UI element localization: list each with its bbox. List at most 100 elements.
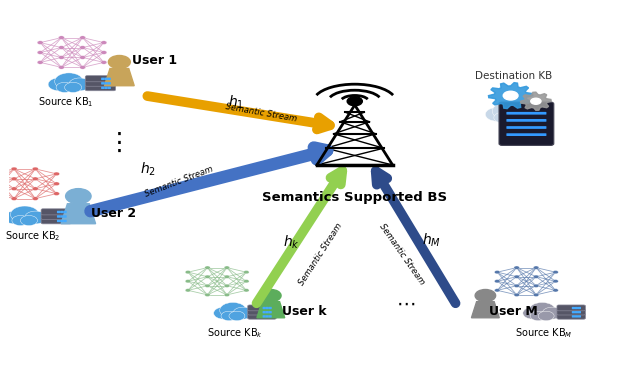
Text: Semantic Stream: Semantic Stream (377, 222, 426, 286)
Circle shape (54, 73, 83, 90)
Circle shape (244, 270, 249, 274)
Circle shape (214, 307, 234, 319)
Circle shape (11, 187, 17, 190)
Circle shape (101, 51, 107, 54)
Polygon shape (61, 204, 95, 224)
Circle shape (205, 284, 210, 287)
Circle shape (79, 36, 86, 39)
Circle shape (220, 302, 246, 318)
Circle shape (79, 46, 86, 50)
Circle shape (37, 61, 44, 64)
Circle shape (260, 290, 281, 302)
Circle shape (224, 293, 230, 297)
FancyBboxPatch shape (575, 315, 578, 318)
Circle shape (492, 102, 523, 120)
FancyBboxPatch shape (248, 309, 276, 315)
Circle shape (514, 284, 520, 287)
FancyBboxPatch shape (506, 112, 547, 115)
Circle shape (508, 108, 531, 121)
Circle shape (523, 307, 543, 319)
FancyBboxPatch shape (262, 307, 266, 309)
Text: Semantic Stream: Semantic Stream (144, 165, 214, 199)
Text: $h_k$: $h_k$ (284, 233, 300, 250)
FancyBboxPatch shape (104, 87, 108, 89)
FancyBboxPatch shape (108, 87, 111, 89)
Circle shape (11, 167, 17, 171)
Circle shape (533, 284, 539, 287)
FancyBboxPatch shape (269, 315, 272, 318)
Text: Source KB$_1$: Source KB$_1$ (38, 96, 93, 109)
Text: ⋯: ⋯ (397, 294, 416, 313)
FancyBboxPatch shape (104, 78, 108, 80)
FancyBboxPatch shape (506, 126, 547, 129)
FancyBboxPatch shape (60, 215, 63, 217)
FancyBboxPatch shape (60, 220, 63, 222)
Circle shape (11, 197, 17, 200)
Polygon shape (257, 302, 285, 318)
FancyBboxPatch shape (63, 215, 67, 217)
FancyBboxPatch shape (248, 314, 276, 319)
Circle shape (101, 41, 107, 44)
Circle shape (533, 275, 539, 278)
FancyBboxPatch shape (572, 315, 575, 318)
Circle shape (347, 97, 362, 106)
Circle shape (185, 270, 191, 274)
FancyBboxPatch shape (57, 215, 60, 217)
Circle shape (475, 290, 495, 302)
Circle shape (32, 167, 38, 171)
FancyBboxPatch shape (572, 311, 575, 314)
Text: Semantic Stream: Semantic Stream (297, 222, 344, 287)
Circle shape (20, 216, 38, 226)
Circle shape (514, 275, 520, 278)
FancyBboxPatch shape (269, 311, 272, 314)
Polygon shape (104, 69, 134, 86)
FancyBboxPatch shape (41, 213, 72, 219)
FancyBboxPatch shape (104, 82, 108, 84)
FancyBboxPatch shape (266, 311, 269, 314)
Circle shape (533, 266, 539, 269)
Circle shape (12, 216, 29, 226)
FancyBboxPatch shape (108, 78, 111, 80)
Circle shape (531, 98, 541, 104)
Circle shape (4, 211, 26, 224)
Circle shape (185, 289, 191, 292)
FancyBboxPatch shape (262, 311, 266, 314)
FancyBboxPatch shape (63, 220, 67, 222)
Circle shape (531, 311, 546, 321)
Polygon shape (472, 302, 499, 318)
Circle shape (485, 108, 508, 121)
Circle shape (244, 280, 249, 283)
FancyBboxPatch shape (578, 307, 581, 309)
FancyBboxPatch shape (60, 211, 63, 213)
Circle shape (32, 177, 38, 181)
Circle shape (32, 187, 38, 190)
FancyBboxPatch shape (57, 211, 60, 213)
Circle shape (58, 46, 65, 50)
Text: Source KB$_k$: Source KB$_k$ (207, 326, 263, 340)
Text: User 2: User 2 (91, 207, 136, 220)
Circle shape (221, 311, 237, 321)
Polygon shape (520, 92, 551, 110)
Circle shape (553, 289, 558, 292)
Circle shape (205, 266, 210, 269)
Text: User k: User k (282, 305, 326, 318)
Circle shape (66, 189, 91, 204)
Circle shape (503, 91, 518, 100)
Circle shape (503, 112, 521, 123)
Circle shape (48, 78, 70, 91)
FancyBboxPatch shape (101, 78, 104, 80)
Circle shape (205, 293, 210, 297)
FancyBboxPatch shape (269, 307, 272, 309)
FancyBboxPatch shape (85, 80, 116, 86)
FancyBboxPatch shape (266, 315, 269, 318)
Circle shape (58, 36, 65, 39)
Circle shape (494, 112, 512, 123)
Text: User M: User M (488, 305, 538, 318)
Circle shape (495, 289, 500, 292)
Circle shape (69, 78, 90, 91)
Text: Semantic Stream: Semantic Stream (225, 102, 298, 123)
Text: User 1: User 1 (132, 54, 177, 66)
Circle shape (54, 172, 60, 176)
Circle shape (54, 192, 60, 195)
Text: $h_2$: $h_2$ (140, 161, 156, 178)
